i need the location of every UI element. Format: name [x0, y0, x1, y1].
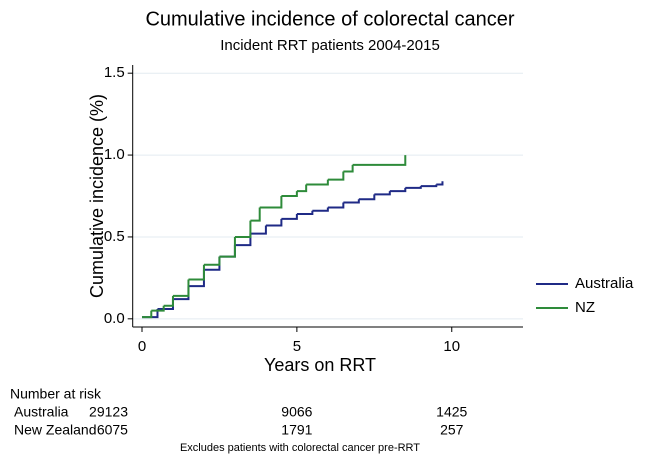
chart-title: Cumulative incidence of colorectal cance… [145, 8, 514, 30]
legend-label: NZ [575, 299, 595, 316]
step-segment [296, 184, 308, 193]
y-tick-label: 0.0 [104, 310, 125, 327]
risk-value: 1791 [281, 422, 312, 438]
risk-value: 257 [440, 422, 464, 438]
y-tick-label: 1.0 [104, 146, 125, 163]
step-segment [374, 191, 391, 196]
step-segment [141, 310, 153, 319]
step-segment [327, 171, 345, 181]
step-segment [405, 186, 422, 189]
risk-row-label: New Zealand [14, 422, 97, 438]
step-segment [172, 279, 190, 297]
step-segment [151, 305, 165, 312]
chart-subtitle: Incident RRT patients 2004-2015 [220, 37, 440, 54]
risk-table-title: Number at risk [10, 386, 102, 402]
x-tick-label: 0 [138, 338, 146, 355]
y-tick-label: 0.5 [104, 228, 125, 245]
footnote: Excludes patients with colorectal cancer… [180, 442, 420, 454]
step-segment [327, 202, 345, 209]
step-segment [312, 207, 329, 212]
step-segment [188, 264, 205, 281]
step-segment [389, 187, 407, 193]
step-segment [436, 181, 444, 186]
step-segment [188, 269, 205, 288]
step-segment [281, 191, 298, 197]
risk-row-label: Australia [14, 404, 69, 420]
step-segment [219, 245, 236, 258]
step-segment [420, 184, 438, 188]
step-segment [234, 220, 252, 238]
step-segment [265, 218, 283, 227]
x-axis-label: Years on RRT [264, 355, 376, 375]
risk-value: 29123 [89, 404, 128, 420]
risk-value: 6075 [97, 422, 128, 438]
risk-value: 1425 [436, 404, 467, 420]
step-segment [306, 179, 329, 186]
x-tick-label: 10 [443, 338, 460, 355]
step-segment [203, 256, 221, 266]
step-segment [203, 256, 221, 271]
step-segment [250, 225, 267, 235]
step-segment [219, 236, 236, 258]
step-segment [343, 199, 360, 204]
y-tick-label: 1.5 [104, 64, 125, 81]
step-segment [163, 295, 174, 307]
y-axis-label: Cumulative incidence (%) [87, 94, 107, 298]
step-segment [234, 233, 252, 247]
x-tick-label: 5 [293, 338, 301, 355]
step-segment [352, 155, 407, 166]
step-segment [358, 194, 376, 201]
step-segment [296, 210, 314, 216]
step-segment [281, 214, 298, 220]
step-segment [343, 164, 354, 173]
risk-value: 9066 [281, 404, 312, 420]
legend-label: Australia [575, 275, 634, 292]
step-segment [259, 196, 283, 209]
step-segment [157, 299, 174, 310]
step-segment [250, 207, 261, 222]
step-segment [172, 286, 190, 301]
